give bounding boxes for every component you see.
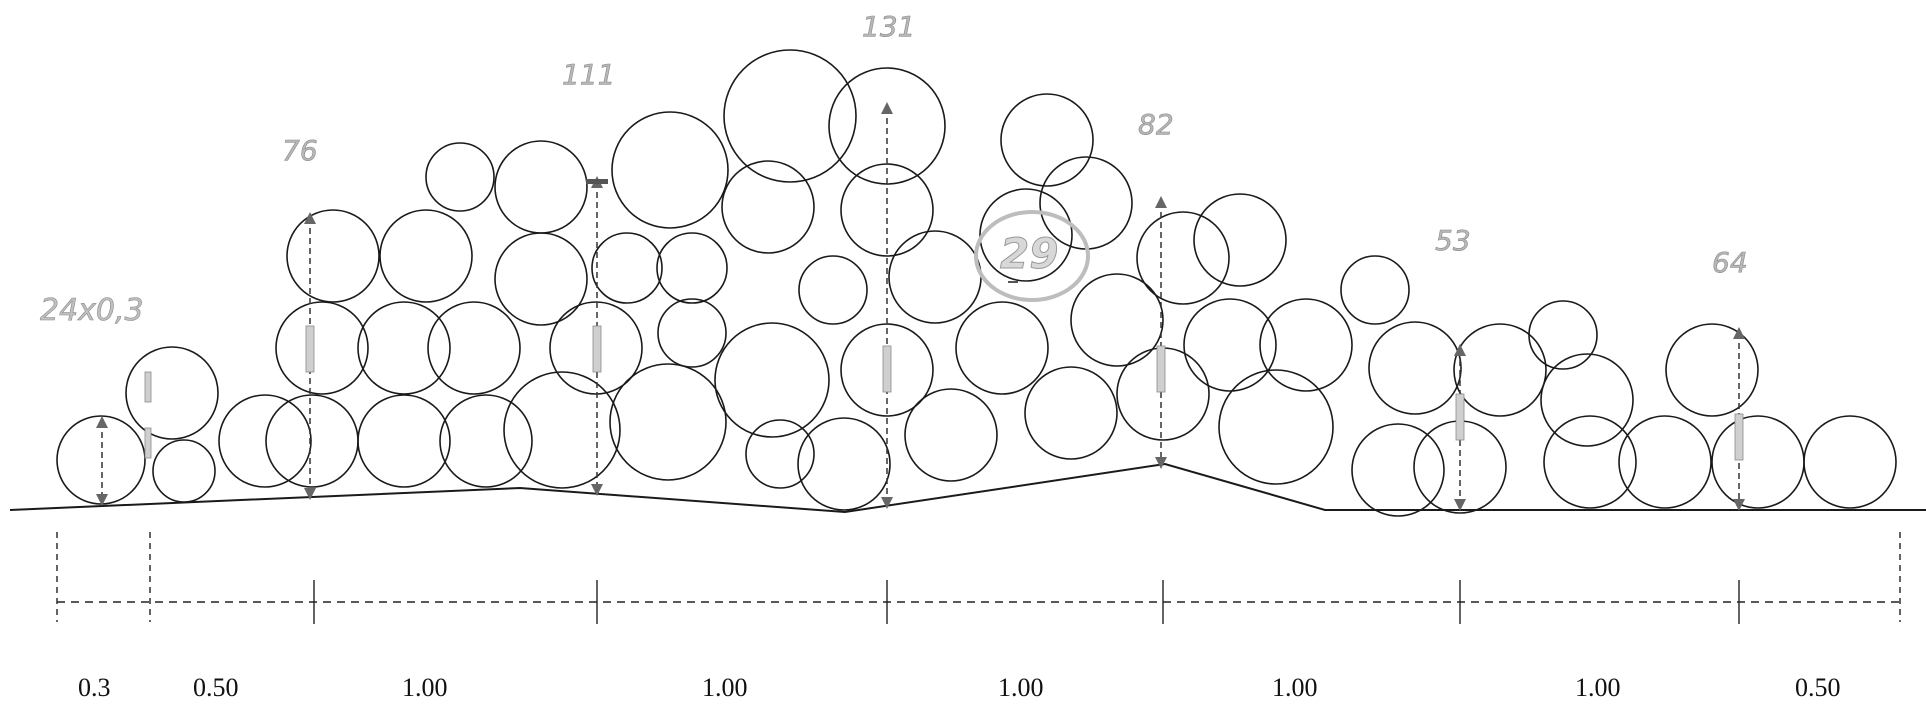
log-cross-section	[904, 388, 998, 482]
log-cross-section	[611, 111, 729, 229]
log-cross-section	[218, 394, 312, 488]
log-cross-section	[425, 142, 495, 212]
log-cross-section	[1618, 415, 1712, 509]
log-cross-section	[1803, 415, 1897, 509]
log-cross-section	[591, 232, 663, 304]
log-cross-section	[427, 301, 521, 395]
log-cross-section	[609, 363, 727, 481]
top-marker-111	[586, 179, 608, 184]
segment-label: 0.3	[78, 673, 111, 702]
log-cross-section	[1711, 415, 1805, 509]
log-cross-section	[357, 301, 451, 395]
height-label-64: 64	[1712, 246, 1748, 279]
segment-label: 0.50	[1795, 673, 1841, 702]
log-cross-section	[828, 67, 946, 185]
log-cross-section	[1259, 298, 1353, 392]
segment-label: 1.00	[402, 673, 448, 702]
log-cross-section	[723, 49, 857, 183]
log-cross-section	[657, 298, 727, 368]
log-cross-section	[1453, 323, 1547, 417]
log-cross-section	[1665, 323, 1759, 417]
log-cross-section	[745, 419, 815, 489]
log-cross-section	[979, 188, 1073, 282]
stack-size-label: 24x0,3	[40, 293, 144, 328]
height-label-131: 131	[862, 10, 915, 43]
dimension-line	[56, 532, 1901, 624]
highlight-log-29	[974, 210, 1090, 302]
segment-labels: 0.3 0.50 1.00 1.00 1.00 1.00 1.00 0.50	[78, 673, 1841, 702]
segment-label: 0.50	[193, 673, 239, 702]
log-cross-section	[265, 394, 359, 488]
ground-profile-line	[9, 462, 1926, 514]
log-cross-section	[1351, 423, 1445, 517]
log-cross-section	[1000, 93, 1094, 187]
log-cross-section	[1183, 298, 1277, 392]
height-label-53: 53	[1435, 224, 1471, 257]
log-cross-section	[1070, 273, 1164, 367]
segment-label: 1.00	[702, 673, 748, 702]
log-cross-section	[286, 209, 380, 303]
log-cross-section	[955, 301, 1049, 395]
center-log-label: 29	[1000, 229, 1058, 278]
segment-label: 1.00	[1272, 673, 1318, 702]
log-cross-section	[721, 160, 815, 254]
measurement-marks	[144, 325, 1744, 461]
log-cross-section	[439, 394, 533, 488]
log-cross-section	[1136, 211, 1230, 305]
height-label-82: 82	[1138, 108, 1174, 141]
log-cross-section	[714, 322, 830, 438]
height-measurements	[96, 102, 1745, 511]
log-cross-section	[1543, 415, 1637, 509]
log-cross-section	[494, 140, 588, 234]
log-cross-section	[125, 346, 219, 440]
log-cross-section	[56, 415, 146, 505]
segment-label: 1.00	[998, 673, 1044, 702]
log-cross-section	[1540, 353, 1634, 447]
log-cross-section	[1528, 300, 1598, 370]
log-cross-section	[357, 394, 451, 488]
log-cross-section	[798, 255, 868, 325]
log-cross-section	[152, 439, 216, 503]
log-cross-section	[1193, 193, 1287, 287]
segment-label: 1.00	[1575, 673, 1621, 702]
log-cross-section	[1024, 366, 1118, 460]
log-cross-section	[1368, 321, 1462, 415]
log-cross-section	[1340, 255, 1410, 325]
log-cross-section	[379, 209, 473, 303]
log-cross-section	[503, 371, 621, 489]
log-cross-section	[1218, 369, 1334, 485]
height-label-76: 76	[282, 134, 318, 167]
log-circles	[56, 49, 1897, 517]
log-cross-section	[494, 232, 588, 326]
log-cross-section	[888, 230, 982, 324]
height-label-111: 111	[562, 58, 615, 91]
log-cross-section	[275, 301, 369, 395]
log-cross-section	[656, 232, 728, 304]
